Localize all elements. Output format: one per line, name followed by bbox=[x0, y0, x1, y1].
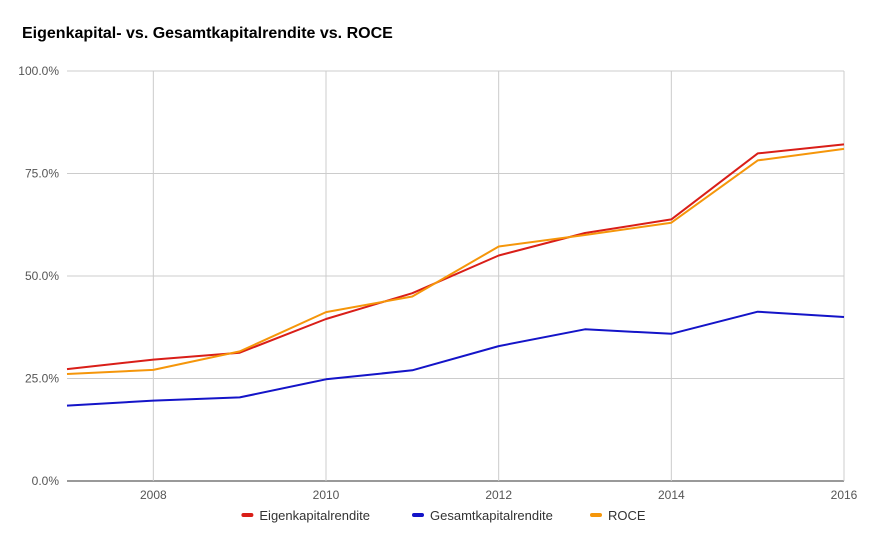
y-tick-label: 0.0% bbox=[32, 474, 60, 488]
y-tick-label: 100.0% bbox=[18, 64, 59, 78]
legend-label[interactable]: Eigenkapitalrendite bbox=[259, 508, 370, 523]
data-point-gesamtkapitalrendite[interactable] bbox=[410, 368, 414, 372]
data-point-roce[interactable] bbox=[583, 233, 587, 237]
data-point-eigenkapitalrendite[interactable] bbox=[497, 254, 501, 258]
data-point-gesamtkapitalrendite[interactable] bbox=[324, 377, 328, 381]
legend-label[interactable]: ROCE bbox=[608, 508, 646, 523]
data-point-gesamtkapitalrendite[interactable] bbox=[65, 404, 69, 408]
data-point-gesamtkapitalrendite[interactable] bbox=[842, 315, 846, 319]
data-point-gesamtkapitalrendite[interactable] bbox=[756, 310, 760, 314]
data-point-roce[interactable] bbox=[669, 221, 673, 225]
data-point-gesamtkapitalrendite[interactable] bbox=[669, 332, 673, 336]
x-tick-label: 2010 bbox=[313, 488, 340, 502]
data-point-roce[interactable] bbox=[497, 244, 501, 248]
data-point-gesamtkapitalrendite[interactable] bbox=[583, 327, 587, 331]
chart-title: Eigenkapital- vs. Gesamtkapitalrendite v… bbox=[22, 25, 393, 42]
data-point-eigenkapitalrendite[interactable] bbox=[324, 317, 328, 321]
data-point-roce[interactable] bbox=[238, 349, 242, 353]
legend: Eigenkapitalrendite Gesamtkapitalrendite R… bbox=[241, 508, 646, 523]
legend-swatch bbox=[590, 513, 602, 517]
data-point-gesamtkapitalrendite[interactable] bbox=[238, 395, 242, 399]
x-tick-label: 2016 bbox=[831, 488, 858, 502]
x-tick-label: 2008 bbox=[140, 488, 167, 502]
data-point-roce[interactable] bbox=[151, 368, 155, 372]
x-tick-label: 2014 bbox=[658, 488, 685, 502]
grid bbox=[67, 70, 845, 482]
data-point-eigenkapitalrendite[interactable] bbox=[756, 151, 760, 155]
data-point-eigenkapitalrendite[interactable] bbox=[151, 358, 155, 362]
series-line-gesamtkapitalrendite bbox=[66, 310, 845, 407]
data-point-gesamtkapitalrendite[interactable] bbox=[151, 399, 155, 403]
data-point-eigenkapitalrendite[interactable] bbox=[65, 367, 69, 371]
legend-label[interactable]: Gesamtkapitalrendite bbox=[430, 508, 553, 523]
data-point-roce[interactable] bbox=[324, 310, 328, 314]
data-point-gesamtkapitalrendite[interactable] bbox=[497, 344, 501, 348]
y-tick-label: 75.0% bbox=[25, 167, 59, 181]
axes: 0.0% 25.0% 50.0% 75.0% 100.0% 2008 2010 2012 201… bbox=[18, 64, 857, 502]
legend-swatch bbox=[412, 513, 424, 517]
y-tick-label: 25.0% bbox=[25, 372, 59, 386]
series-line-roce bbox=[66, 147, 845, 375]
data-point-roce[interactable] bbox=[410, 295, 414, 299]
data-point-roce[interactable] bbox=[756, 158, 760, 162]
data-point-eigenkapitalrendite[interactable] bbox=[842, 142, 846, 146]
series-lines bbox=[65, 142, 846, 408]
data-point-roce[interactable] bbox=[65, 372, 69, 376]
x-tick-label: 2012 bbox=[485, 488, 512, 502]
y-tick-label: 50.0% bbox=[25, 269, 59, 283]
series-line-eigenkapitalrendite bbox=[66, 143, 845, 371]
legend-swatch bbox=[241, 513, 254, 517]
data-point-roce[interactable] bbox=[842, 147, 846, 151]
